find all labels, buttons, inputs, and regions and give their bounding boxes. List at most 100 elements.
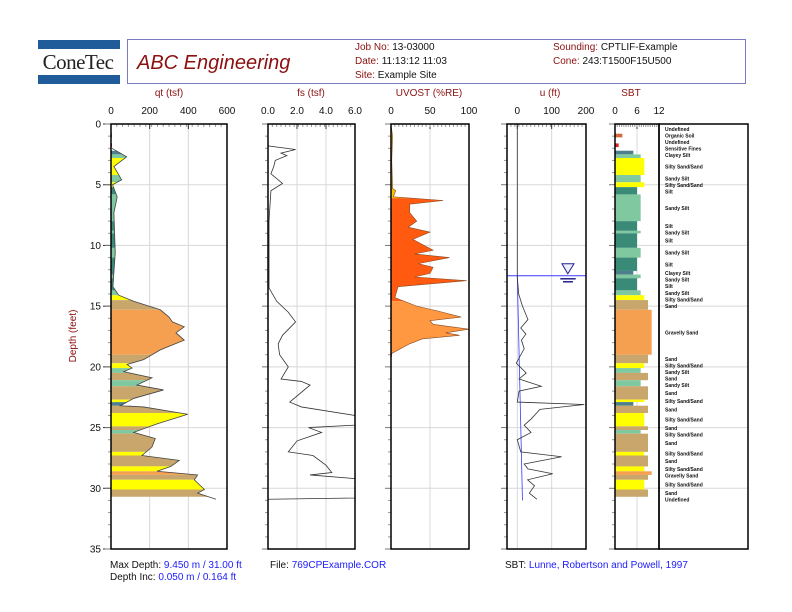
sbt-zone-label: Sand bbox=[665, 407, 677, 413]
logo-bar-bottom bbox=[38, 75, 120, 84]
qt-fill-sand bbox=[111, 405, 181, 413]
sbt-zone-label: Silt bbox=[665, 239, 673, 245]
sbt-bar bbox=[615, 158, 645, 175]
sbt-zone-label: Sand bbox=[665, 377, 677, 383]
sbt-bar bbox=[615, 479, 645, 490]
cone-value: 243:T1500F15U500 bbox=[582, 56, 672, 67]
sbt-bar bbox=[615, 380, 641, 387]
cone-label: Cone: bbox=[553, 56, 580, 67]
qt-fill-gravelly-sand bbox=[111, 309, 185, 355]
fs-panel: 0.0 2.0 4.0 6.0 bbox=[261, 106, 362, 550]
date-value: 11:13:12 11:03 bbox=[381, 56, 447, 67]
qt-fill-silty-sand-sand bbox=[111, 479, 205, 490]
sbt-zone-label: Organic Soil bbox=[665, 134, 695, 140]
qt-fill-silty-sand-sand bbox=[111, 295, 131, 301]
sbt-tick-label: 0 bbox=[612, 106, 618, 117]
sbt-bar bbox=[615, 430, 641, 434]
site-value: Example Site bbox=[377, 70, 437, 81]
uvost-frame bbox=[390, 123, 470, 550]
sbt-zone-label: Silty Sand/Sand bbox=[665, 165, 703, 171]
fs-tick-label: 4.0 bbox=[319, 106, 333, 117]
sbt-bar bbox=[615, 133, 623, 138]
uvost-tick-label: 50 bbox=[424, 106, 436, 117]
qt-fill-silt bbox=[111, 221, 115, 231]
sbt-bar bbox=[615, 154, 641, 158]
sbt-ref-value: Lunne, Robertson and Powell, 1997 bbox=[528, 560, 688, 571]
sbt-tick-label: 6 bbox=[634, 106, 640, 117]
qt-fill-silty-sand-sand bbox=[111, 182, 118, 188]
fs-title: fs (tsf) bbox=[297, 88, 325, 99]
file-value: 769CPExample.COR bbox=[291, 560, 387, 571]
sbt-zone-label: Clayey Silt bbox=[665, 271, 691, 277]
sbt-bar bbox=[615, 230, 641, 234]
sbt-bar bbox=[615, 405, 648, 413]
sbt-zone-label: Silty Sand/Sand bbox=[665, 452, 703, 458]
qt-fill-silt bbox=[111, 187, 117, 195]
sbt-bar bbox=[615, 194, 641, 222]
sbt-zone-label: Sand bbox=[665, 459, 677, 465]
fs-tick-label: 0.0 bbox=[261, 106, 275, 117]
depth-tick-label: 35 bbox=[90, 545, 102, 556]
fs-tick-label: 6.0 bbox=[348, 106, 362, 117]
sbt-bar bbox=[615, 150, 634, 155]
sbt-bar bbox=[615, 143, 619, 148]
sbt-bar bbox=[615, 300, 648, 310]
qt-fill-clayey-silt bbox=[111, 150, 123, 155]
qt-fill-sandy-silt bbox=[111, 194, 118, 222]
qt-fill-sand bbox=[111, 372, 152, 381]
uvost-tick-label: 0 bbox=[388, 106, 394, 117]
sbt-zone-label: Silt bbox=[665, 262, 673, 268]
sbt-zone-label: Gravelly Sand bbox=[665, 330, 698, 336]
sbt-zone-label: Silt bbox=[665, 284, 673, 290]
qt-fill-sandy-silt bbox=[111, 230, 115, 234]
file-label: File: bbox=[270, 560, 289, 571]
depth-tick-label: 20 bbox=[90, 362, 102, 373]
sbt-zone-label: Sandy Silt bbox=[665, 251, 690, 257]
sbt-zone-label: Undefined bbox=[665, 140, 689, 146]
header-box: ABC Engineering Job No: 13-03000 Date: 1… bbox=[127, 39, 746, 84]
job-no: Job No: 13-03000 bbox=[355, 42, 435, 53]
sbt-zone-label: Silty Sand/Sand bbox=[665, 433, 703, 439]
qt-frame bbox=[110, 123, 228, 550]
u-line bbox=[515, 124, 585, 500]
qt-fill-sand bbox=[111, 386, 164, 400]
sbt-bar bbox=[615, 489, 648, 497]
qt-fill-sandy-silt bbox=[111, 290, 119, 296]
qt-fill-clayey-silt bbox=[111, 270, 115, 275]
logo-text: ConeTec bbox=[42, 50, 114, 74]
sbt-bar bbox=[615, 295, 645, 301]
uvost-fill bbox=[391, 301, 469, 501]
u-tick-label: 100 bbox=[543, 106, 560, 117]
qt-fill-sand bbox=[111, 426, 151, 430]
sbt-zone-label: Undefined bbox=[665, 127, 689, 133]
hydrostatic-line bbox=[516, 275, 523, 501]
uvost-tick-label: 100 bbox=[461, 106, 478, 117]
u-panel: 0 100 200 bbox=[501, 106, 595, 550]
depth-tick-label: 30 bbox=[90, 484, 102, 495]
sounding-label: Sounding: bbox=[553, 42, 599, 53]
qt-fill-silty-sand-sand bbox=[111, 413, 188, 427]
sbt-zone-label: Clayey Silt bbox=[665, 153, 691, 159]
qt-fill-sandy-silt bbox=[111, 154, 127, 158]
max-depth-label: Max Depth: bbox=[110, 560, 162, 571]
date-label: Date: bbox=[355, 56, 379, 67]
qt-fill-clayey-silt bbox=[111, 402, 127, 406]
job-no-label: Job No: bbox=[355, 42, 390, 53]
depth-tick-label: 10 bbox=[90, 241, 102, 252]
sounding-value: CPTLIF-Example bbox=[600, 42, 678, 53]
sbt-frame bbox=[614, 123, 660, 550]
sbt-bar bbox=[615, 426, 648, 430]
sbt-bar bbox=[615, 221, 637, 231]
sbt-bar bbox=[615, 433, 648, 452]
qt-tick-label: 200 bbox=[141, 106, 158, 117]
sbt-zone-label: Sandy Silt bbox=[665, 383, 690, 389]
sbt-zone-label: Sand bbox=[665, 391, 677, 397]
qt-fill-silty-sand-sand bbox=[111, 399, 132, 403]
job-no-value: 13-03000 bbox=[392, 42, 435, 53]
sbt-zone-label: Sand bbox=[665, 491, 677, 497]
max-depth-value: 9.450 m / 31.00 ft bbox=[163, 560, 242, 571]
uvost-fill bbox=[391, 198, 467, 302]
qt-line bbox=[111, 147, 217, 500]
